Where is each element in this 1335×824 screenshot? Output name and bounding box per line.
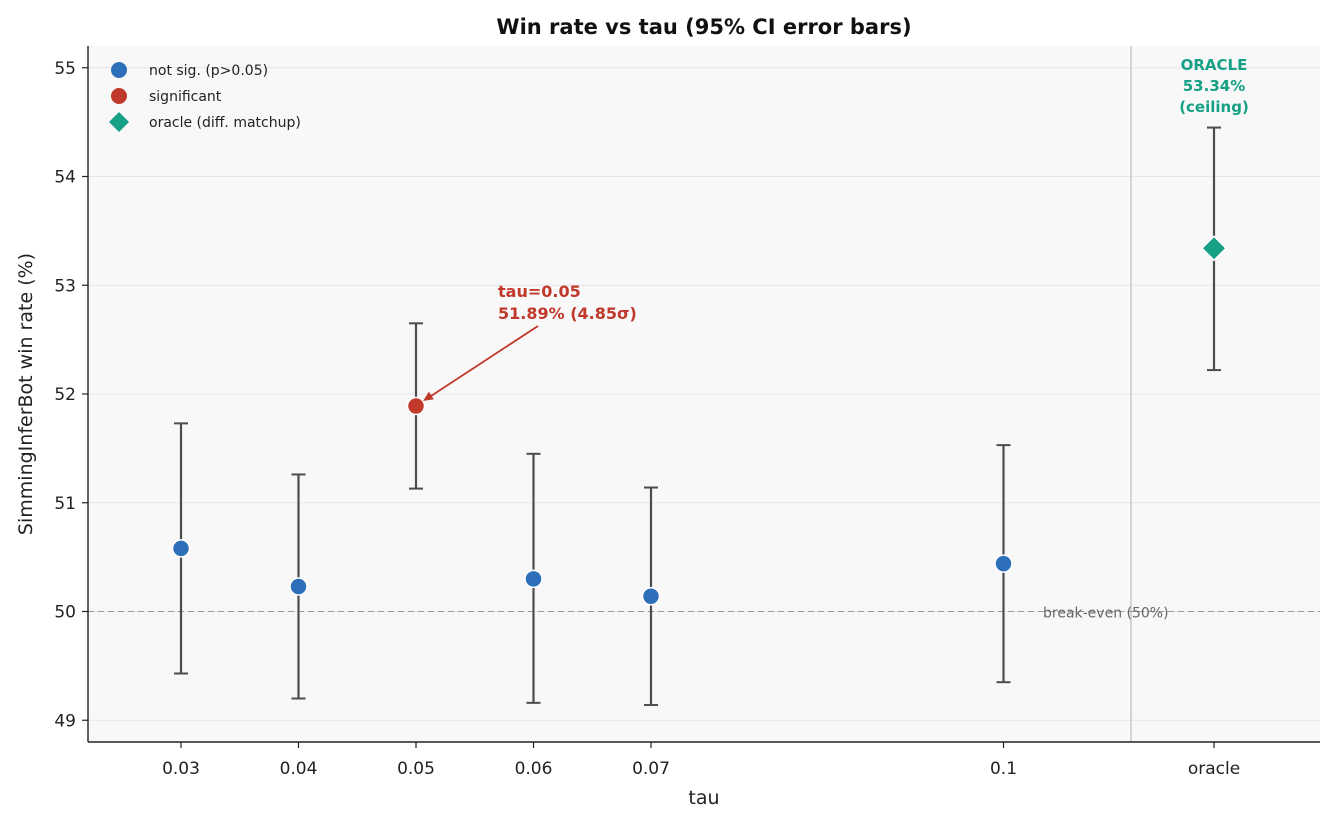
legend-marker-oracle: [109, 112, 129, 132]
significant-point: [406, 396, 426, 416]
chart-title: Win rate vs tau (95% CI error bars): [496, 15, 911, 39]
data-points: [171, 235, 1228, 606]
legend-marker-significant: [111, 88, 127, 104]
x-tick-label: 0.06: [515, 759, 553, 779]
x-tick-label: 0.04: [280, 759, 318, 779]
significant-annotation: tau=0.05 51.89% (4.85σ): [423, 282, 637, 401]
tick-labels: 49 50 51 52 53 54 55 0.03 0.04 0.05 0.06 0.07 0.1 ora…: [54, 59, 1240, 779]
legend-marker-not-sig: [111, 62, 127, 78]
x-tick-label: 0.1: [990, 759, 1017, 779]
oracle-ceiling-label: (ceiling): [1179, 98, 1249, 116]
data-point: [524, 569, 543, 589]
legend-label-oracle: oracle (diff. matchup): [149, 115, 301, 131]
y-tick-label: 52: [54, 385, 76, 405]
y-tick-label: 53: [54, 276, 76, 296]
oracle-value-label: 53.34%: [1183, 77, 1245, 95]
y-tick-label: 55: [54, 59, 76, 79]
legend-label-not-sig: not sig. (p>0.05): [149, 63, 268, 79]
x-tick-label: oracle: [1188, 759, 1240, 779]
y-tick-label: 54: [54, 168, 76, 188]
data-point: [171, 539, 191, 558]
data-point: [994, 554, 1013, 573]
legend-label-significant: significant: [149, 89, 222, 105]
x-tick-label: 0.05: [397, 759, 435, 779]
oracle-annotation: ORACLE 53.34% (ceiling): [1179, 56, 1249, 116]
y-tick-label: 49: [54, 711, 76, 731]
annotation-value-label: 51.89% (4.85σ): [498, 304, 637, 323]
break-even-label: break-even (50%): [1043, 606, 1169, 622]
y-tick-label: 51: [54, 494, 76, 514]
oracle-point: [1200, 235, 1228, 262]
annotation-arrow: [427, 325, 539, 399]
x-tick-label: 0.07: [632, 759, 670, 779]
x-tick-label: 0.03: [162, 759, 200, 779]
data-point: [289, 577, 308, 596]
legend: not sig. (p>0.05) significant oracle (di…: [109, 62, 301, 132]
data-point: [641, 587, 661, 606]
y-axis-label: SimmingInferBot win rate (%): [15, 253, 37, 535]
annotation-arrowhead: [423, 391, 434, 401]
x-axis-label: tau: [688, 787, 719, 809]
oracle-title-label: ORACLE: [1181, 56, 1248, 74]
annotation-tau-label: tau=0.05: [498, 282, 581, 301]
y-tick-label: 50: [54, 603, 76, 623]
